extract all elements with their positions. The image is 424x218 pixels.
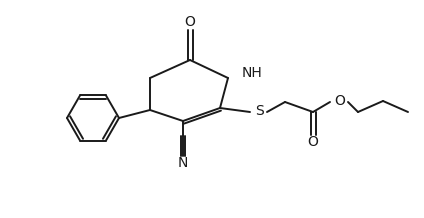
Text: O: O	[184, 15, 195, 29]
Text: N: N	[178, 156, 188, 170]
Text: O: O	[335, 94, 346, 108]
Text: NH: NH	[242, 66, 263, 80]
Text: O: O	[307, 135, 318, 149]
Text: S: S	[256, 104, 265, 118]
